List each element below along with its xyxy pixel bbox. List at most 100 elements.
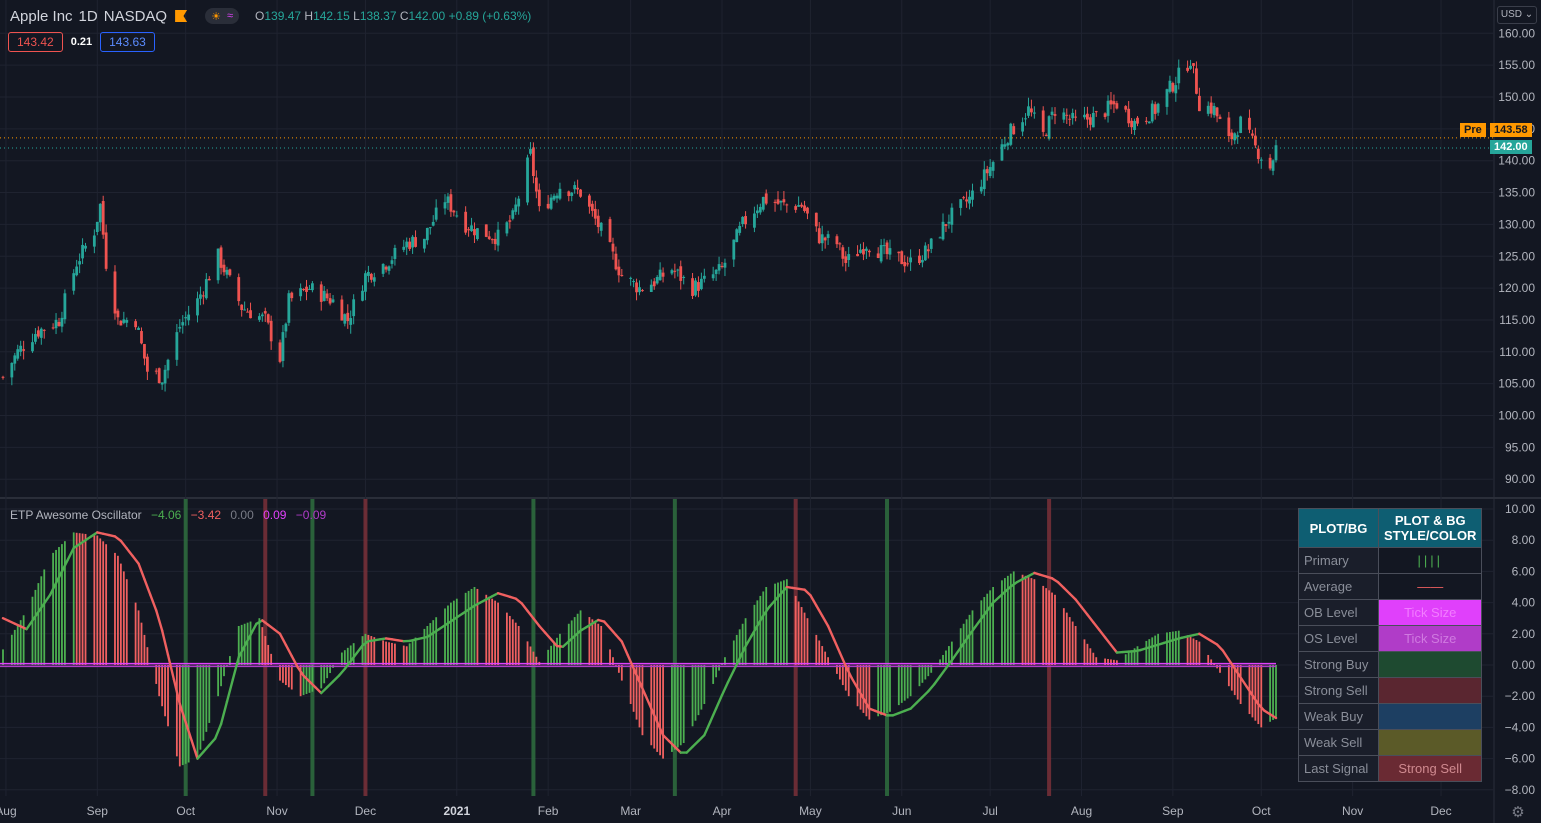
histogram-bar: [718, 665, 720, 671]
flag-icon[interactable]: [175, 10, 188, 22]
average-line-segment: [909, 701, 918, 710]
interval-label[interactable]: 1D: [78, 7, 98, 25]
candle-body: [1071, 112, 1075, 119]
histogram-bar: [900, 665, 903, 703]
candle-body: [1230, 132, 1234, 140]
candle-body: [1041, 110, 1045, 132]
histogram-bar: [388, 642, 390, 665]
candle-body: [1088, 117, 1092, 125]
histogram-bar: [249, 621, 252, 665]
histogram-bar: [1239, 665, 1242, 704]
average-line-segment: [290, 654, 299, 669]
histogram-bar: [992, 587, 995, 665]
histogram-bar: [1157, 633, 1160, 665]
candle-body: [16, 349, 20, 359]
buy-button[interactable]: 143.63: [100, 32, 155, 52]
average-line-segment: [302, 674, 311, 683]
histogram-bar: [270, 653, 273, 665]
x-tick-label: Sep: [1162, 804, 1184, 818]
average-line-segment: [1109, 643, 1119, 654]
histogram-bar: [1207, 654, 1210, 665]
histogram-bar: [78, 533, 81, 665]
histogram-bar: [756, 600, 759, 665]
histogram-bar: [744, 618, 747, 665]
oscillator-legend[interactable]: ETP Awesome Oscillator −4.06 −3.42 0.00 …: [10, 508, 332, 522]
candle-body: [814, 212, 818, 227]
average-line-segment: [614, 633, 624, 643]
candle-body: [181, 322, 185, 326]
average-line-segment: [1239, 676, 1248, 688]
session-pill[interactable]: ☀ ≈: [205, 8, 240, 24]
average-line-segment: [225, 678, 235, 703]
average-line-segment: [644, 693, 653, 710]
average-line-segment: [980, 609, 989, 620]
candle-body: [1150, 103, 1154, 122]
histogram-bar: [31, 596, 34, 665]
candle-body: [387, 266, 391, 271]
candle-body: [959, 199, 963, 208]
histogram-bar: [712, 665, 715, 684]
candle-body: [246, 311, 249, 313]
average-line-segment: [172, 678, 182, 706]
histogram-bar: [638, 665, 641, 728]
histogram-bar: [408, 643, 411, 665]
candle-body: [979, 186, 983, 192]
candle-body: [425, 227, 429, 241]
candle-body: [738, 225, 742, 233]
candle-body: [641, 290, 644, 292]
sell-button[interactable]: 143.42: [8, 32, 63, 52]
candle-body: [57, 321, 61, 326]
candle-body: [570, 192, 574, 196]
average-line-segment: [832, 638, 842, 654]
histogram-bar: [918, 665, 921, 687]
average-line-segment: [331, 674, 341, 683]
candle-body: [13, 355, 17, 364]
candle-body: [511, 210, 515, 219]
average-line-segment: [997, 590, 1007, 599]
average-line-segment: [343, 659, 352, 671]
candle-body: [113, 271, 117, 314]
histogram-bar: [862, 665, 865, 713]
candle-body: [1251, 133, 1254, 136]
candle-body: [1259, 159, 1263, 161]
histogram-bar: [921, 665, 924, 683]
candle-body: [319, 284, 323, 302]
symbol-name[interactable]: Apple Inc: [10, 7, 73, 25]
histogram-bar: [467, 590, 470, 665]
candle-body: [402, 246, 406, 250]
histogram-bar: [1145, 640, 1148, 665]
candle-body: [1153, 104, 1157, 114]
legend-table: PLOT/BG PLOT & BG STYLE/COLOR Primary ||…: [1298, 508, 1483, 782]
histogram-bar: [1001, 580, 1003, 665]
average-line-segment: [143, 578, 152, 596]
candle-body: [888, 248, 892, 255]
signal-column-strong-buy: [531, 499, 536, 796]
histogram-bar: [679, 665, 682, 746]
histogram-bar: [1189, 636, 1192, 665]
osc-y-tick-label: 2.00: [1512, 627, 1536, 641]
histogram-bar: [391, 642, 393, 665]
candle-body: [711, 274, 715, 279]
histogram-bar: [780, 581, 782, 665]
histogram-bar: [968, 614, 971, 665]
histogram-bar: [794, 595, 797, 665]
histogram-bar: [323, 665, 326, 684]
candle-body: [632, 281, 636, 283]
average-line-segment: [915, 695, 924, 705]
candle-body: [1197, 95, 1201, 112]
candle-body: [670, 270, 674, 274]
candle-body: [116, 310, 120, 318]
histogram-bar: [258, 618, 261, 665]
histogram-bar: [1006, 575, 1009, 665]
candle-body: [1165, 89, 1169, 107]
currency-selector[interactable]: USD ⌄: [1497, 6, 1537, 24]
x-tick-label: Nov: [266, 804, 287, 818]
average-line-segment: [714, 693, 724, 710]
candle-body: [369, 273, 373, 280]
candle-body: [352, 299, 356, 317]
candle-body: [517, 198, 521, 207]
candle-body: [143, 344, 146, 359]
candle-body: [196, 298, 199, 316]
